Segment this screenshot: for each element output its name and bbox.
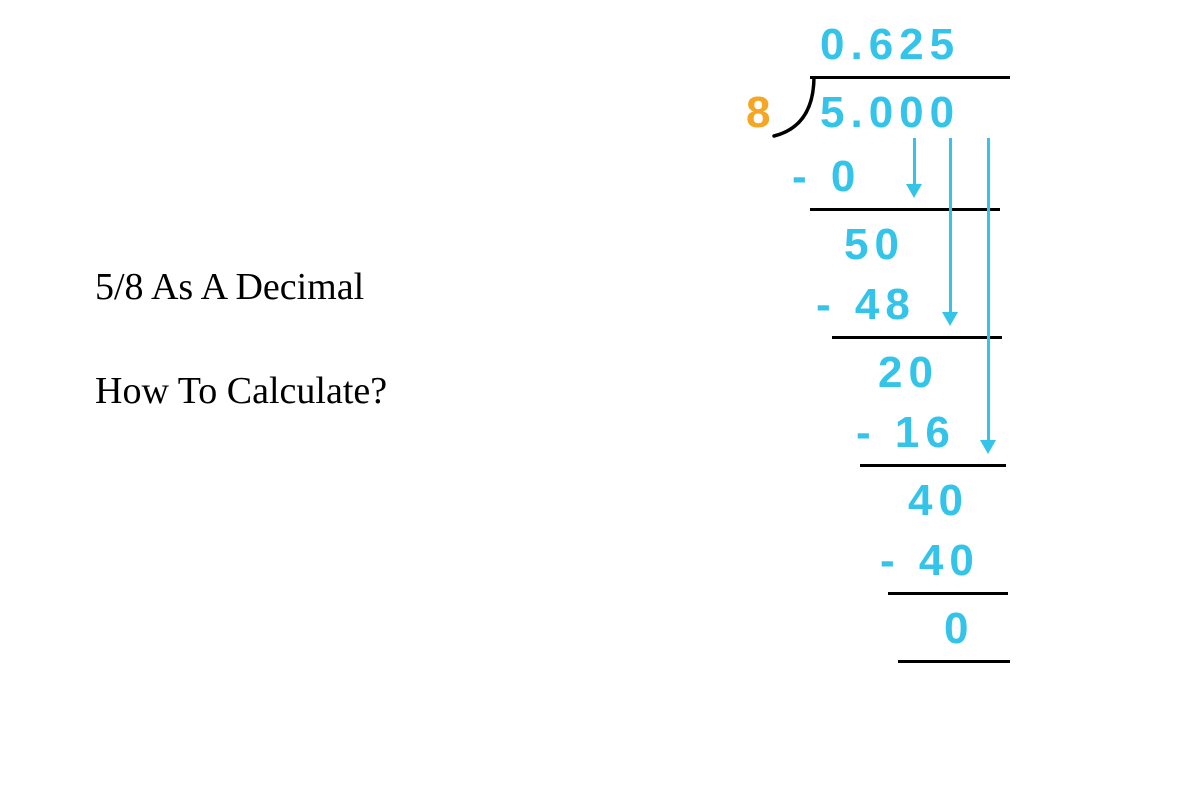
step5-remainder: 0 (944, 604, 974, 654)
step4-sub: - 40 (880, 536, 980, 586)
step4-bring: 40 (908, 476, 969, 526)
title-line-1: 5/8 As A Decimal (95, 265, 387, 309)
step2-rule (832, 336, 1002, 339)
division-bar (810, 76, 1010, 79)
title-line-2: How To Calculate? (95, 369, 387, 413)
arrow1-line (913, 138, 916, 186)
step4-rule (888, 592, 1008, 595)
arrow2-line (949, 138, 952, 314)
step1-sub: - 0 (792, 152, 861, 202)
dividend: 5.000 (820, 88, 960, 138)
division-bracket (770, 76, 818, 140)
quotient: 0.625 (820, 20, 960, 70)
step5-rule (898, 660, 1010, 663)
step2-sub: - 48 (816, 280, 916, 330)
step3-sub: - 16 (856, 408, 956, 458)
step3-rule (860, 464, 1006, 467)
arrow1-head (906, 184, 922, 198)
arrow3-line (987, 138, 990, 442)
left-text-block: 5/8 As A Decimal How To Calculate? (95, 265, 387, 473)
step3-bring: 20 (878, 348, 939, 398)
arrow3-head (980, 440, 996, 454)
divisor: 8 (746, 88, 776, 138)
step1-rule (810, 208, 1000, 211)
arrow2-head (942, 312, 958, 326)
step2-bring: 50 (844, 220, 905, 270)
